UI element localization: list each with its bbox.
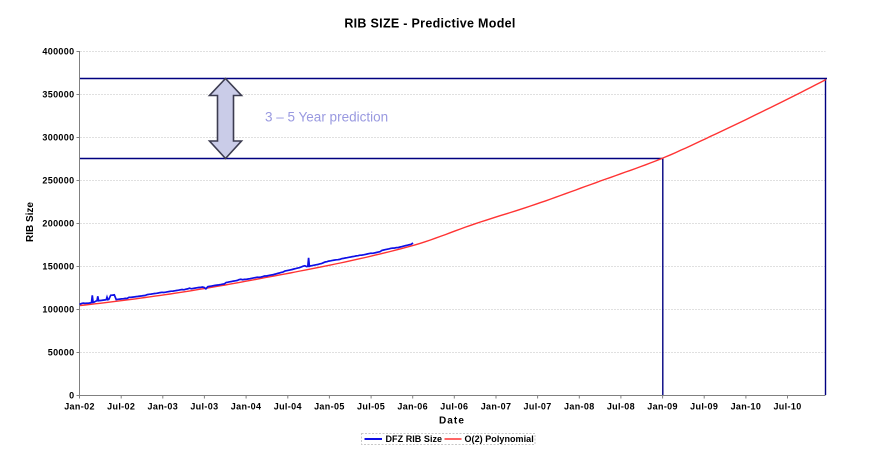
svg-text:Jan-02: Jan-02	[64, 402, 95, 412]
svg-text:Jul-03: Jul-03	[190, 402, 218, 412]
svg-text:100000: 100000	[42, 305, 74, 315]
svg-text:3 – 5 Year prediction: 3 – 5 Year prediction	[265, 110, 388, 125]
svg-text:Jul-05: Jul-05	[357, 402, 385, 412]
svg-text:400000: 400000	[42, 47, 74, 57]
svg-text:Jul-08: Jul-08	[607, 402, 635, 412]
svg-text:DFZ RIB Size: DFZ RIB Size	[386, 434, 443, 444]
svg-text:Jan-05: Jan-05	[314, 402, 345, 412]
svg-text:Jul-09: Jul-09	[690, 402, 718, 412]
svg-text:150000: 150000	[42, 262, 74, 272]
svg-text:Jan-03: Jan-03	[147, 402, 178, 412]
svg-text:Jan-04: Jan-04	[231, 402, 262, 412]
svg-text:Jul-10: Jul-10	[773, 402, 801, 412]
svg-text:O(2) Polynomial: O(2) Polynomial	[465, 434, 534, 444]
svg-text:Jan-07: Jan-07	[481, 402, 512, 412]
svg-text:0: 0	[69, 391, 74, 401]
svg-text:300000: 300000	[42, 133, 74, 143]
svg-text:Jul-07: Jul-07	[524, 402, 552, 412]
svg-text:Jan-10: Jan-10	[731, 402, 762, 412]
svg-text:Jan-08: Jan-08	[564, 402, 595, 412]
svg-text:Jan-06: Jan-06	[397, 402, 428, 412]
svg-text:Jul-02: Jul-02	[107, 402, 135, 412]
svg-text:Jul-04: Jul-04	[274, 402, 302, 412]
svg-text:350000: 350000	[42, 90, 74, 100]
svg-text:250000: 250000	[42, 176, 74, 186]
svg-text:200000: 200000	[42, 219, 74, 229]
svg-text:RIB SIZE - Predictive Model: RIB SIZE - Predictive Model	[344, 17, 515, 31]
svg-text:Jan-09: Jan-09	[647, 402, 678, 412]
svg-text:RIB Size: RIB Size	[25, 202, 36, 242]
svg-text:Jul-06: Jul-06	[440, 402, 468, 412]
svg-text:50000: 50000	[48, 348, 75, 358]
svg-text:Date: Date	[439, 416, 465, 427]
